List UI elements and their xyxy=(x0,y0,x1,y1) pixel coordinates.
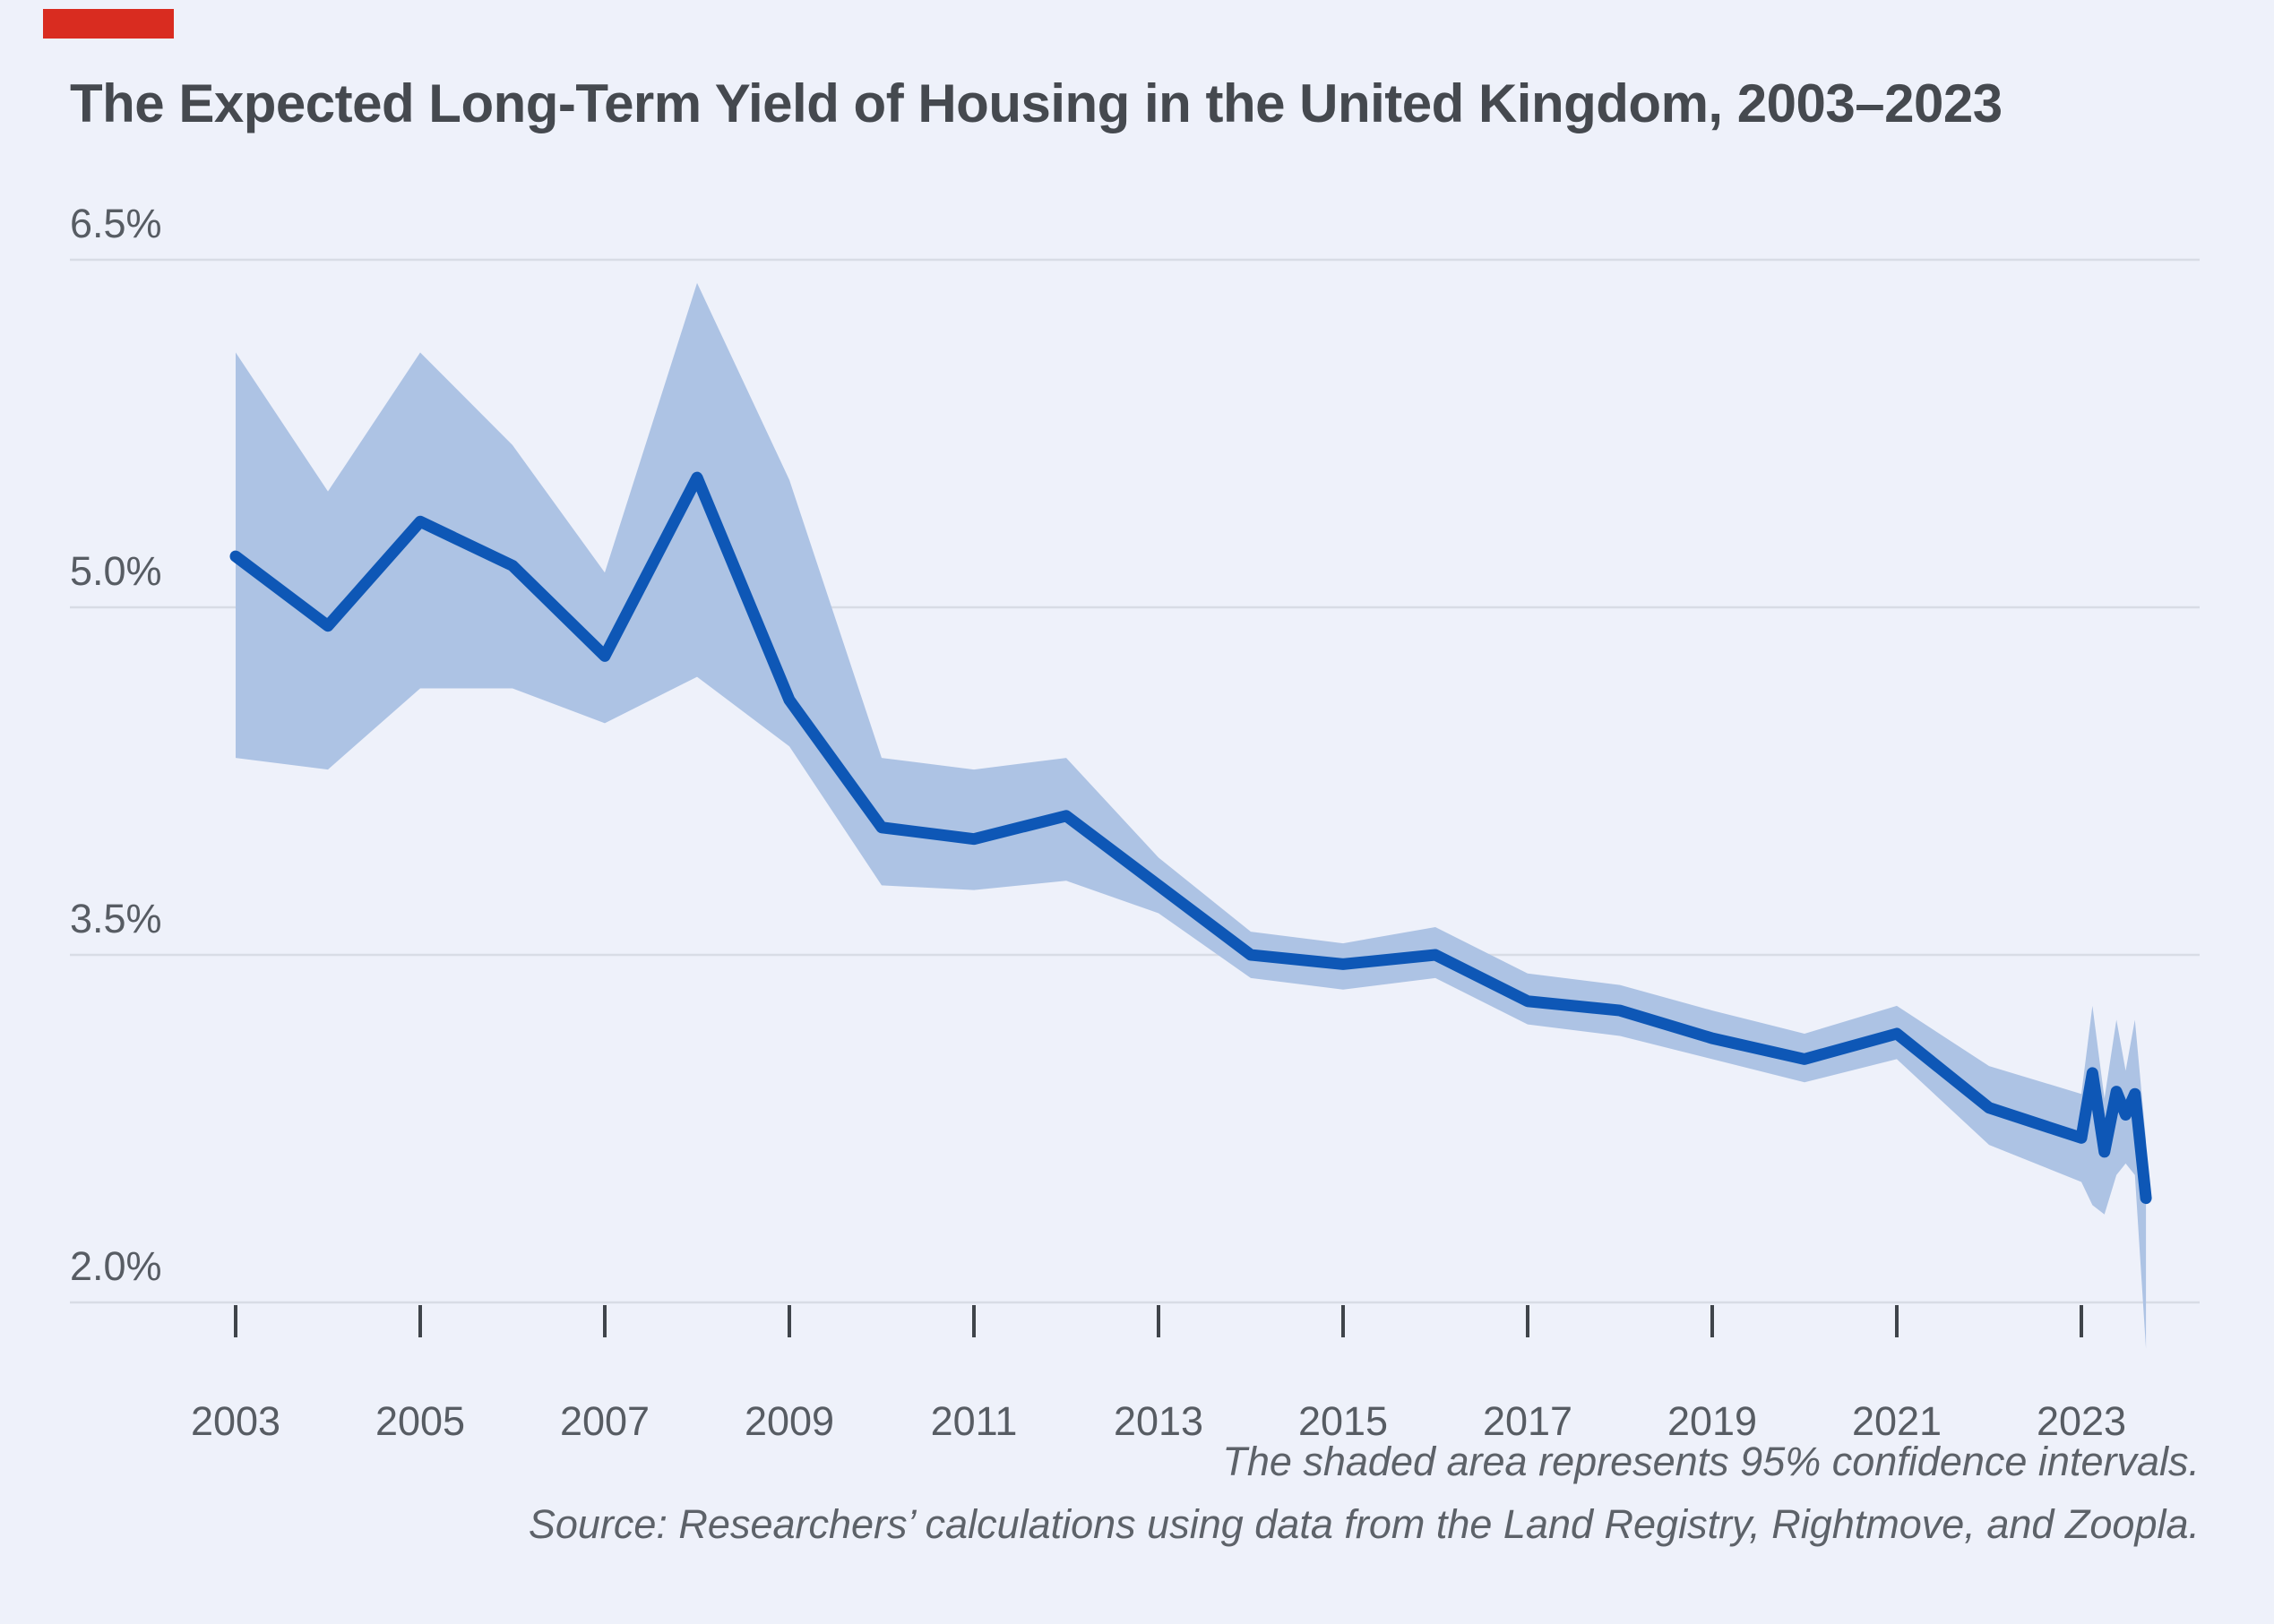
x-axis-label-2007: 2007 xyxy=(559,1398,650,1444)
confidence-interval-note: The shaded area represents 95% confidenc… xyxy=(1222,1439,2200,1484)
x-axis-label-2017: 2017 xyxy=(1482,1398,1573,1444)
y-axis-label-2.0%: 2.0% xyxy=(70,1243,162,1289)
x-axis-label-2015: 2015 xyxy=(1297,1398,1389,1444)
x-axis-label-2019: 2019 xyxy=(1667,1398,1758,1444)
x-axis-label-2021: 2021 xyxy=(1851,1398,1942,1444)
source-note: Source: Researchers’ calculations using … xyxy=(528,1501,2200,1547)
x-axis-label-2023: 2023 xyxy=(2036,1398,2127,1444)
confidence-band xyxy=(236,282,2147,1349)
yield-line xyxy=(229,471,2152,1205)
x-axis-label-2013: 2013 xyxy=(1113,1398,1204,1444)
y-axis-label-6.5%: 6.5% xyxy=(70,201,162,246)
x-axis-label-2011: 2011 xyxy=(930,1398,1018,1444)
x-axis-label-2009: 2009 xyxy=(744,1398,835,1444)
x-axis-label-2003: 2003 xyxy=(190,1398,281,1444)
chart-title: The Expected Long-Term Yield of Housing … xyxy=(70,73,2003,133)
brand-accent-bar xyxy=(43,9,174,39)
x-axis-label-2005: 2005 xyxy=(375,1398,466,1444)
y-axis-label-5.0%: 5.0% xyxy=(70,548,162,594)
y-axis-label-3.5%: 3.5% xyxy=(70,896,162,941)
